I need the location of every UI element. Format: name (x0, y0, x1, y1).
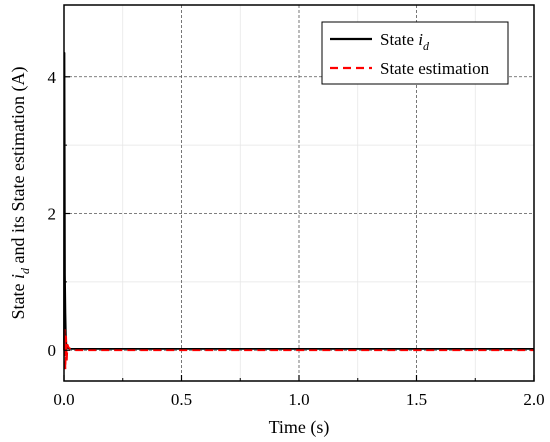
legend-label-state-id-prefix: State (380, 30, 418, 49)
y-tick-label: 0 (48, 341, 57, 360)
x-tick-label: 1.5 (406, 390, 427, 409)
x-tick-label: 2.0 (523, 390, 544, 409)
legend-label-state-id-subscript: d (423, 39, 430, 53)
y-axis-title-prefix: State (8, 279, 28, 320)
series-layer (63, 51, 534, 371)
tick-labels: 0.0 0.5 1.0 1.5 2.0 0 2 4 (48, 68, 545, 409)
x-tick-label: 0.0 (53, 390, 74, 409)
legend: State id State estimation (321, 21, 509, 85)
legend-label-state-id-variable: i (418, 30, 423, 49)
y-axis-title-variable: i (8, 274, 28, 279)
legend-label-state-estimation: State estimation (380, 59, 490, 78)
x-axis-title: Time (s) (269, 417, 330, 438)
y-axis-title-suffix: and its State estimation (A) (8, 67, 29, 268)
y-tick-label: 4 (48, 68, 57, 87)
x-tick-label: 0.5 (171, 390, 192, 409)
series-line-state-estimation (63, 328, 534, 371)
legend-box (321, 21, 509, 85)
y-tick-label: 2 (48, 205, 57, 224)
legend-label-state-id: State id (380, 30, 430, 53)
x-tick-label: 1.0 (288, 390, 309, 409)
y-axis-title: State id and its State estimation (A) (8, 67, 32, 320)
ticks (63, 76, 535, 381)
y-axis-title-subscript: d (18, 267, 32, 274)
